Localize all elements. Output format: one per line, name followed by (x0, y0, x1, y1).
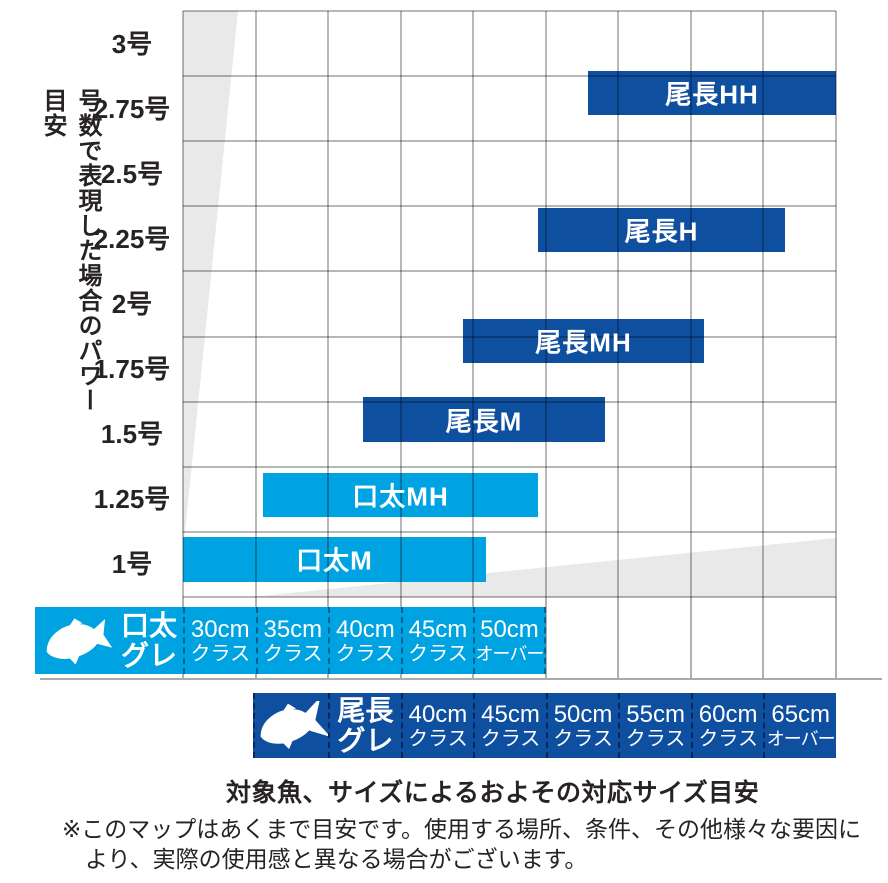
bar-label: 口太MH (352, 481, 449, 512)
oonaga-scale-cell: 50cm クラス (545, 693, 619, 758)
grid-v-line (544, 11, 547, 597)
y-axis-label: 2号 (111, 289, 153, 319)
grid-h-line (183, 205, 836, 208)
kuchibuto-scale-cell: 45cm クラス (400, 607, 474, 674)
grid-h-line (183, 270, 836, 273)
scale-header-label: 口太 グレ (120, 609, 177, 671)
bar-label: 尾長MH (535, 327, 632, 358)
size-class-value: 65cm (771, 700, 831, 728)
fish-size-scale-oonaga: 尾長 グレ 40cm クラス 45cm クラス 50cm クラス 55cm クラス 60cm クラス 6… (253, 693, 836, 758)
size-class-suffix: クラス (553, 727, 613, 750)
size-class-suffix: クラス (190, 642, 251, 665)
oonaga-scale-cell: 60cm クラス (690, 693, 764, 758)
size-class-suffix: オーバー (475, 643, 545, 664)
scale-header-cell: 口太 グレ (35, 607, 183, 674)
scale-header-label: 尾長 グレ (337, 694, 394, 756)
size-class-value: 45cm (481, 700, 540, 728)
power-bar-oonaga (363, 397, 605, 443)
power-bar-oonaga (462, 318, 704, 363)
scale-header-fish-cell (253, 693, 328, 758)
kuchibuto-scale-cell: 30cm クラス (183, 607, 256, 674)
grid-v-extension (689, 597, 692, 678)
size-class-value: 35cm (263, 615, 323, 643)
size-class-suffix: クラス (408, 642, 468, 665)
y-axis-label: 1.75号 (93, 354, 171, 385)
power-bar-oonaga (538, 208, 785, 252)
size-class-value: 60cm (698, 700, 758, 728)
size-class-suffix: クラス (480, 727, 541, 750)
fish-size-scale-kuchibuto: 口太 グレ 30cm クラス 35cm クラス 40cm クラス 45cm クラス 50cm オーバー (35, 607, 546, 674)
scale-header-text-cell: 尾長 グレ (328, 693, 401, 758)
bar-label: 尾長HH (665, 79, 759, 110)
size-class-value: 40cm (336, 615, 395, 643)
grid-h-line (183, 465, 836, 468)
size-class-suffix: クラス (625, 727, 686, 750)
oonaga-scale-cell: 65cm オーバー (763, 693, 836, 758)
power-bar-oonaga (588, 70, 836, 115)
footnote-line-1: ※このマップはあくまで目安です。使用する場所、条件、その他様々な要因に (62, 816, 861, 842)
grid-v-extension (762, 597, 765, 678)
grid-v-extension (835, 597, 837, 678)
y-axis-label: 2.5号 (100, 158, 164, 189)
size-class-value: 40cm (408, 700, 468, 728)
grid-h-line (183, 10, 836, 12)
size-class-value: 30cm (190, 615, 250, 643)
oonaga-fish-icon (260, 700, 328, 749)
footnote-line-2: より、実際の使用感と異なる場合がございます。 (85, 846, 588, 872)
size-class-suffix: クラス (335, 642, 396, 665)
bar-label: 尾長M (445, 406, 523, 437)
y-axis-label: 1.25号 (93, 484, 171, 515)
oonaga-scale-cell: 45cm クラス (473, 693, 546, 758)
kuchibuto-scale-cell: 50cm オーバー (473, 607, 546, 674)
grid-h-line (183, 140, 836, 143)
size-class-value: 55cm (626, 700, 685, 728)
bar-label: 尾長H (624, 216, 699, 247)
y-axis-label: 1号 (111, 549, 153, 580)
size-class-suffix: クラス (408, 727, 468, 750)
size-class-value: 50cm (480, 615, 539, 643)
size-wedge-bottom-right (250, 538, 836, 597)
size-class-suffix: オーバー (766, 728, 836, 749)
oonaga-scale-cell: 40cm クラス (400, 693, 474, 758)
grid-v-extension (544, 597, 547, 678)
y-axis-label: 3号 (111, 28, 153, 59)
grid-h-line (183, 530, 836, 533)
y-axis-label: 2.25号 (93, 223, 171, 254)
y-axis-label: 1.5号 (100, 419, 164, 450)
scale-divider-line (40, 678, 882, 680)
grid-v-extension (617, 597, 620, 678)
oonaga-scale-cell: 55cm クラス (618, 693, 691, 758)
kuchibuto-scale-cell: 40cm クラス (328, 607, 401, 674)
footnote: ※このマップはあくまで目安です。使用する場所、条件、その他様々な要因に より、実… (62, 814, 861, 874)
y-axis-label: 2.75号 (93, 93, 171, 124)
chart-caption: 対象魚、サイズによるおよその対応サイズ目安 (226, 779, 760, 807)
kuchibuto-fish-icon (46, 617, 113, 664)
size-class-value: 45cm (408, 615, 468, 643)
size-class-suffix: クラス (263, 642, 323, 665)
bar-label: 口太M (296, 545, 373, 576)
grid-v-line (254, 11, 257, 597)
power-bar-kuchibuto (263, 472, 538, 517)
size-class-suffix: クラス (698, 727, 758, 750)
power-bar-kuchibuto (183, 536, 486, 582)
size-class-value: 50cm (553, 700, 613, 728)
kuchibuto-scale-cell: 35cm クラス (255, 607, 329, 674)
power-wedge-top-left (183, 11, 238, 552)
